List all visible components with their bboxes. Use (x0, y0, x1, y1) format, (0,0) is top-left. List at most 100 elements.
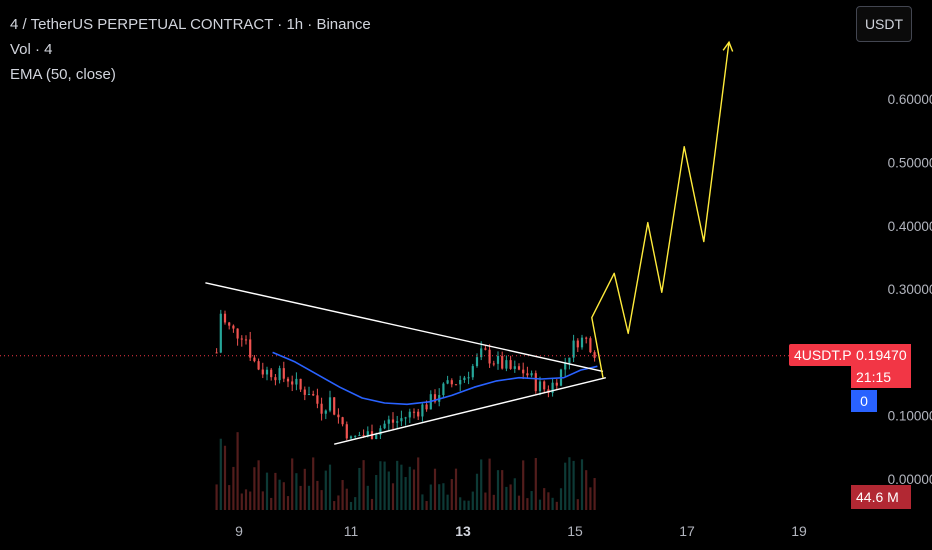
volume-bar (475, 473, 479, 510)
price-tick-label: 0.00000 (888, 472, 932, 487)
volume-bar (265, 472, 269, 510)
volume-bar (337, 495, 340, 510)
upper-trendline (205, 282, 604, 373)
volume-bar (471, 491, 474, 510)
candle-body (249, 339, 252, 358)
candle-body (236, 328, 239, 339)
candle-body (484, 348, 487, 350)
candle-body (228, 322, 231, 326)
volume-bar (366, 485, 369, 510)
candle-body (307, 394, 311, 396)
volume-bar (379, 461, 382, 510)
candle-body (270, 369, 273, 378)
volume-bar (257, 460, 260, 510)
volume-indicator-label[interactable]: Vol · 4 (10, 41, 53, 58)
volume-bar (295, 473, 298, 510)
volume-bar (383, 461, 386, 510)
overlay-lines (0, 40, 848, 445)
candle-body (425, 404, 428, 410)
candle-body (408, 411, 411, 418)
candle-body (324, 410, 327, 414)
candle-body (299, 378, 302, 390)
volume-bar (345, 488, 348, 510)
candle-body (404, 417, 407, 419)
candle-body (278, 368, 281, 381)
volume-bar (555, 501, 558, 510)
volume-bar (307, 485, 311, 510)
candle-body (286, 378, 290, 382)
candle-body (232, 325, 235, 329)
candle-body (223, 313, 227, 323)
chart-title: 4 / TetherUS PERPETUAL CONTRACT · 1h · B… (10, 16, 371, 33)
projection-path (591, 42, 730, 378)
bar-countdown-badge: 21:15 (851, 366, 911, 388)
volume-bar (240, 493, 243, 510)
volume-bar (274, 472, 277, 510)
candle-body (517, 366, 521, 370)
candle-body (274, 377, 277, 381)
candle-body (400, 418, 403, 422)
volume-value-badge: 0 (851, 390, 877, 412)
volume-bar (253, 467, 256, 510)
candle-body (383, 423, 386, 429)
volume-bar (509, 484, 512, 510)
volume-bar (513, 478, 516, 510)
volume-bar (404, 477, 407, 510)
time-axis[interactable]: 9 11 13 15 17 19 (235, 523, 807, 539)
volume-bar (261, 491, 264, 510)
volume-bar (429, 484, 432, 510)
candle-body (215, 352, 218, 354)
candle-body (564, 362, 567, 370)
volume-bar (320, 490, 323, 510)
volume-bar (282, 482, 285, 510)
candle-body (576, 340, 579, 348)
candle-body (417, 411, 420, 417)
candle-body (396, 421, 399, 423)
candle-body (509, 360, 512, 369)
candle-body (467, 377, 470, 379)
lower-trendline (334, 377, 606, 445)
currency-button[interactable]: USDT (856, 6, 912, 42)
price-tick-label: 0.50000 (888, 156, 932, 171)
volume-bar (589, 487, 592, 510)
volume-bar (572, 460, 575, 510)
candle-body (349, 436, 353, 439)
candle-body (387, 419, 390, 424)
time-tick-label: 11 (344, 523, 359, 539)
volume-bar (291, 458, 294, 510)
volume-bar (459, 497, 462, 510)
candle-body (593, 352, 596, 358)
volume-bar (568, 457, 571, 510)
time-tick-label: 15 (567, 523, 583, 539)
volume-bar (236, 432, 239, 510)
candle-body (551, 382, 554, 393)
candle-body (572, 340, 575, 358)
volume-bar (286, 496, 290, 510)
volume-bar (249, 491, 252, 510)
volume-bar (501, 470, 504, 510)
volume-bar (316, 480, 319, 510)
volume-bar (232, 466, 235, 510)
volume-bar (442, 483, 445, 510)
candle-body (543, 381, 546, 390)
volume-bar (328, 464, 332, 510)
candle-body (303, 389, 306, 395)
candle-body (450, 380, 453, 385)
candle-body (295, 378, 298, 385)
volume-bar (438, 484, 441, 510)
volume-bar (593, 478, 596, 510)
volume-bar (341, 480, 344, 510)
volume-bar (270, 497, 273, 510)
candle-body (446, 380, 449, 384)
volume-bar (215, 484, 218, 510)
candle-body (534, 373, 537, 392)
candle-body (320, 403, 323, 414)
candle-body (366, 431, 369, 436)
volume-bar (433, 468, 437, 510)
volume-total-badge: 44.6 M (851, 485, 911, 509)
candle-body (475, 357, 479, 367)
price-axis[interactable]: 0.60000 0.50000 0.40000 0.30000 0.10000 0.000… (888, 92, 932, 487)
candle-body (282, 368, 285, 379)
ema-indicator-label[interactable]: EMA (50, close) (10, 66, 116, 83)
